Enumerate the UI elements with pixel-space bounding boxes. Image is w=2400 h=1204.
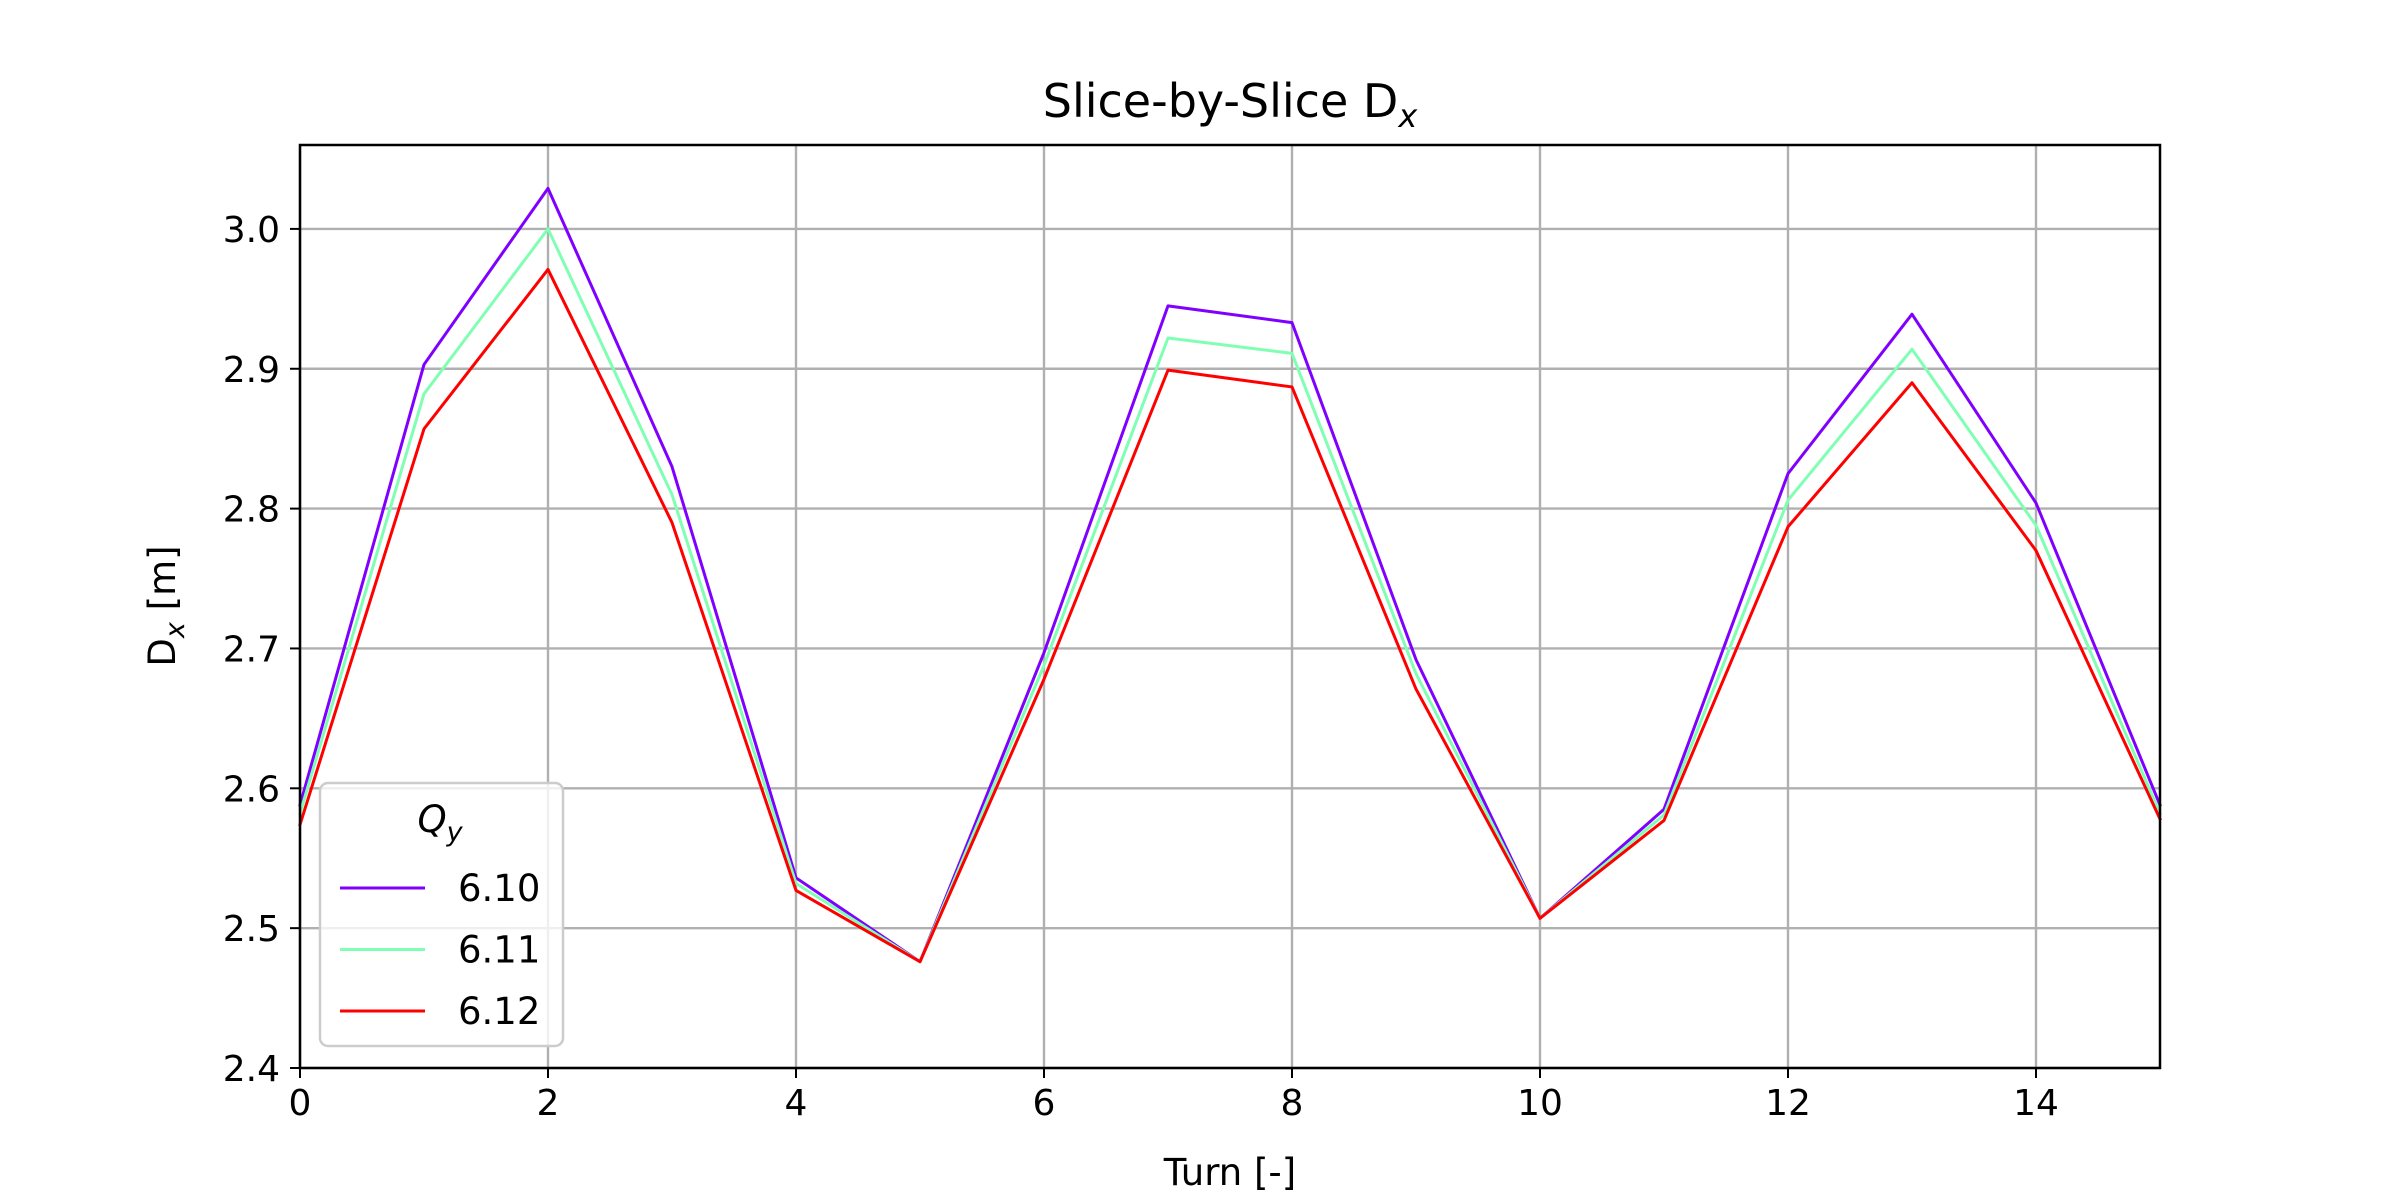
x-tick-label: 12 bbox=[1765, 1083, 1811, 1124]
x-axis-label: Turn [-] bbox=[1163, 1151, 1296, 1194]
y-tick-label: 3.0 bbox=[223, 210, 280, 251]
y-tick-label: 2.6 bbox=[223, 769, 280, 810]
x-tick-label: 0 bbox=[289, 1083, 312, 1124]
series-line-6.11 bbox=[298, 227, 2162, 964]
legend-title-subscript: y bbox=[446, 817, 464, 848]
x-tick-label: 8 bbox=[1281, 1083, 1304, 1124]
plot-frame bbox=[298, 143, 2162, 1070]
x-tick-label: 2 bbox=[537, 1083, 560, 1124]
x-tick-label: 10 bbox=[1517, 1083, 1563, 1124]
series-lines bbox=[298, 186, 2162, 964]
legend: Qy 6.10 6.11 6.12 bbox=[318, 781, 565, 1048]
legend-title: Qy bbox=[417, 798, 463, 848]
x-tick-label: 14 bbox=[2013, 1083, 2059, 1124]
x-tick-label: 6 bbox=[1033, 1083, 1056, 1124]
axis-ticks: 0 2 4 6 8 10 12 14 2.4 2.5 2.6 2.7 2.8 2.9 3.0 bbox=[223, 210, 2059, 1124]
y-tick-label: 2.5 bbox=[223, 909, 280, 950]
legend-label-6.10: 6.10 bbox=[458, 867, 540, 910]
legend-label-6.11: 6.11 bbox=[458, 929, 540, 972]
legend-box bbox=[318, 781, 565, 1048]
legend-entries: 6.10 6.11 6.12 bbox=[340, 867, 540, 1033]
y-axis-label-subscript: x bbox=[160, 621, 191, 639]
series-line-6.12 bbox=[298, 267, 2162, 964]
chart-title-subscript: x bbox=[1397, 97, 1418, 135]
y-tick-label: 2.9 bbox=[223, 350, 280, 391]
x-tick-label: 4 bbox=[785, 1083, 808, 1124]
y-axis-label: Dx [m] bbox=[141, 545, 191, 666]
chart-title: Slice-by-Slice Dx bbox=[1043, 74, 1419, 135]
y-tick-label: 2.4 bbox=[223, 1049, 280, 1090]
series-line-6.10 bbox=[298, 186, 2162, 964]
legend-label-6.12: 6.12 bbox=[458, 990, 540, 1033]
y-tick-label: 2.7 bbox=[223, 629, 280, 670]
y-tick-label: 2.8 bbox=[223, 490, 280, 531]
